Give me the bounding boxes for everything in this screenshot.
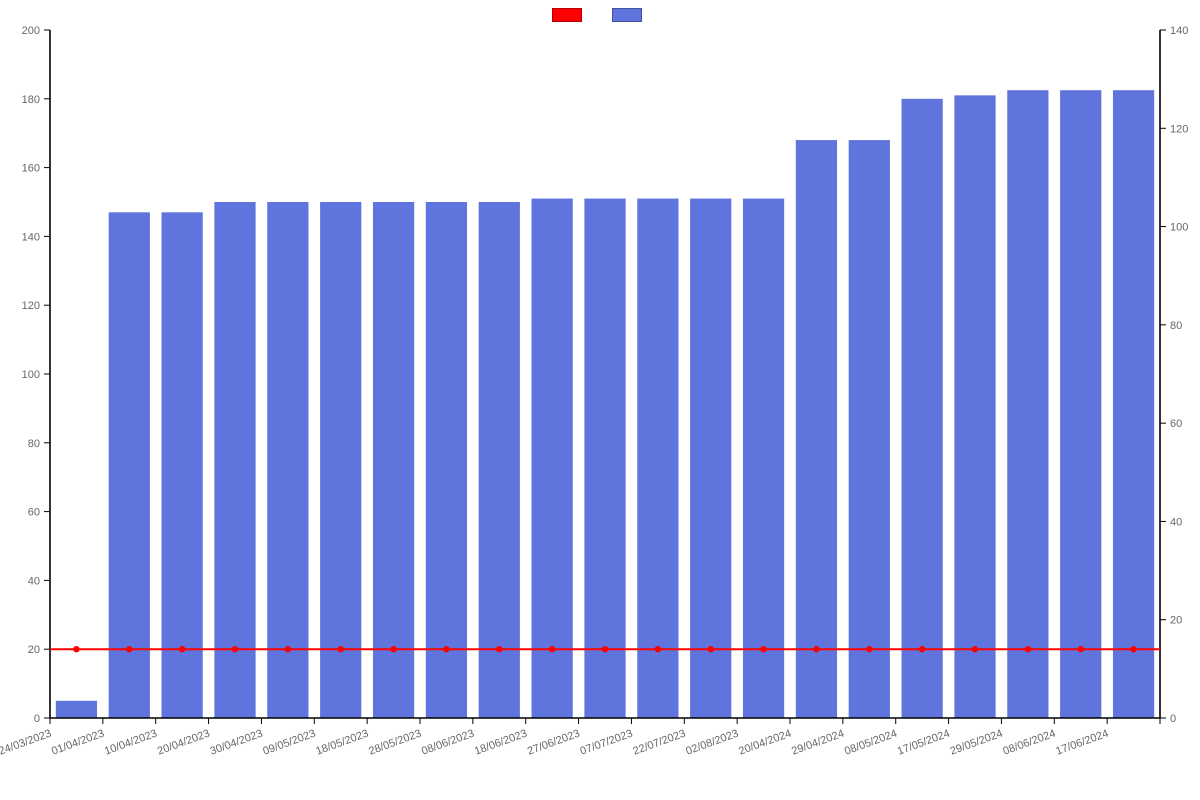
line-marker [285, 646, 291, 652]
xtick-label: 27/06/2023 [526, 728, 582, 758]
ytick-label-left: 20 [28, 644, 40, 656]
bar [849, 140, 890, 718]
line-marker [73, 646, 79, 652]
ytick-label-right: 20 [1170, 615, 1182, 627]
bar [584, 199, 625, 718]
line-marker [1130, 646, 1136, 652]
ytick-label-left: 100 [22, 369, 40, 381]
bar [109, 212, 150, 718]
bar [162, 212, 203, 718]
line-marker [972, 646, 978, 652]
bar [637, 199, 678, 718]
bar [902, 99, 943, 718]
bar [796, 140, 837, 718]
line-marker [549, 646, 555, 652]
ytick-label-right: 80 [1170, 320, 1182, 332]
ytick-label-right: 0 [1170, 713, 1176, 725]
ytick-label-right: 100 [1170, 222, 1188, 234]
xtick-label: 10/04/2023 [103, 728, 159, 758]
bar [1007, 90, 1048, 718]
ytick-label-left: 60 [28, 507, 40, 519]
xtick-label: 30/04/2023 [209, 728, 265, 758]
line-marker [232, 646, 238, 652]
xtick-label: 29/05/2024 [949, 728, 1005, 758]
bar [532, 199, 573, 718]
legend-item-bar [612, 8, 648, 22]
ytick-label-right: 120 [1170, 123, 1188, 135]
ytick-label-left: 80 [28, 438, 40, 450]
line-marker [708, 646, 714, 652]
bar [690, 199, 731, 718]
ytick-label-right: 140 [1170, 25, 1188, 37]
legend-swatch-bar [612, 8, 642, 22]
xtick-label: 18/05/2023 [314, 728, 370, 758]
line-marker [1025, 646, 1031, 652]
xtick-label: 08/06/2024 [1001, 728, 1057, 758]
ytick-label-right: 60 [1170, 418, 1182, 430]
line-marker [390, 646, 396, 652]
xtick-label: 01/04/2023 [50, 728, 106, 758]
xtick-label: 09/05/2023 [261, 728, 317, 758]
line-marker [338, 646, 344, 652]
xtick-label: 02/08/2023 [684, 728, 740, 758]
xtick-label: 24/03/2023 [0, 728, 53, 758]
xtick-label: 08/06/2023 [420, 728, 476, 758]
bar [214, 202, 255, 718]
line-marker [179, 646, 185, 652]
line-marker [443, 646, 449, 652]
line-marker [602, 646, 608, 652]
ytick-label-left: 0 [34, 713, 40, 725]
legend [552, 8, 648, 22]
bar [320, 202, 361, 718]
ytick-label-left: 120 [22, 300, 40, 312]
xtick-label: 07/07/2023 [579, 728, 635, 758]
xtick-label: 08/05/2024 [843, 728, 899, 758]
line-marker [919, 646, 925, 652]
ytick-label-left: 200 [22, 25, 40, 37]
legend-item-line [552, 8, 588, 22]
line-marker [760, 646, 766, 652]
legend-swatch-line [552, 8, 582, 22]
combo-bar-line-chart: 0 20 40 60 80 100 120 140 160 180 200 0 20 40 60 80 100 1… [0, 0, 1200, 800]
bar [954, 95, 995, 718]
ytick-label-left: 160 [22, 163, 40, 175]
xtick-label: 22/07/2023 [631, 728, 687, 758]
ytick-label-right: 40 [1170, 516, 1182, 528]
xtick-label: 20/04/2023 [156, 728, 212, 758]
bar [1060, 90, 1101, 718]
bar [479, 202, 520, 718]
line-marker [655, 646, 661, 652]
bar [1113, 90, 1154, 718]
bar [426, 202, 467, 718]
ytick-label-left: 40 [28, 575, 40, 587]
line-marker [813, 646, 819, 652]
line-marker [126, 646, 132, 652]
bar [743, 199, 784, 718]
xtick-label: 18/06/2023 [473, 728, 529, 758]
line-marker [1078, 646, 1084, 652]
xtick-label: 28/05/2023 [367, 728, 423, 758]
bar [373, 202, 414, 718]
ytick-label-left: 140 [22, 231, 40, 243]
line-marker [496, 646, 502, 652]
xtick-label: 17/05/2024 [896, 728, 952, 758]
ytick-label-left: 180 [22, 94, 40, 106]
xtick-label: 20/04/2024 [737, 728, 793, 758]
bar [267, 202, 308, 718]
xtick-label: 17/06/2024 [1054, 728, 1110, 758]
bar [56, 701, 97, 718]
xtick-label: 29/04/2024 [790, 728, 846, 758]
line-marker [866, 646, 872, 652]
